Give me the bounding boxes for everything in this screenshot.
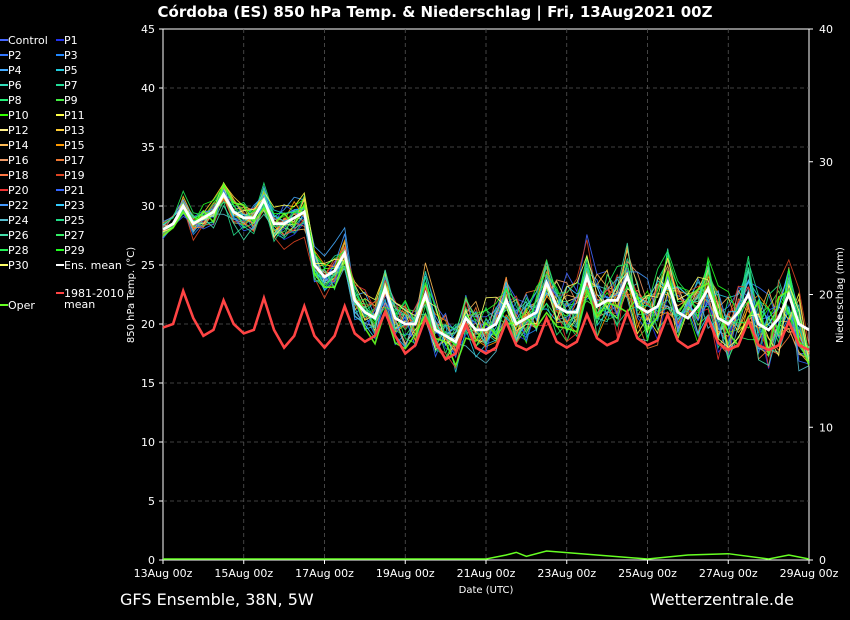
ensemble-mean-line xyxy=(162,191,810,344)
legend-entry: P27 xyxy=(64,229,85,242)
y-axis-label-left: 850 hPa Temp. (°C) xyxy=(126,247,137,343)
legend-entry: P14 xyxy=(8,139,29,152)
member-line-p29 xyxy=(163,185,810,349)
x-axis: 13Aug 00z 15Aug 00z 17Aug 00z 19Aug 00z 21Au… xyxy=(134,560,839,580)
legend-entry: P21 xyxy=(64,184,85,197)
legend-entry: P13 xyxy=(64,124,85,137)
y-right-tick-label: 20 xyxy=(819,289,833,302)
y-tick-label: 45 xyxy=(141,23,155,36)
legend-entry: P3 xyxy=(64,49,78,62)
legend-entry: P6 xyxy=(8,79,22,92)
y-tick-label: 30 xyxy=(141,200,155,213)
legend-entry: P30 xyxy=(8,259,29,272)
y-tick-label: 5 xyxy=(148,495,155,508)
climatology-mean-line xyxy=(162,286,810,362)
x-tick-label: 15Aug 00z xyxy=(214,567,273,580)
y-tick-label: 15 xyxy=(141,377,155,390)
legend-entry: P29 xyxy=(64,244,85,257)
x-tick-label: 13Aug 00z xyxy=(134,567,193,580)
y-right-tick-label: 30 xyxy=(819,156,833,169)
x-tick-label: 21Aug 00z xyxy=(457,567,516,580)
legend-entry: P23 xyxy=(64,199,85,212)
legend-entry: Oper xyxy=(8,299,35,312)
legend-entry: P5 xyxy=(64,64,78,77)
legend-entry: P4 xyxy=(8,64,22,77)
legend: Control P1 P2 P3 P4 P5 P6 P7 P8 P9 P10 P11 P12 P13 P14… xyxy=(0,34,124,312)
legend-entry: P22 xyxy=(8,199,29,212)
y-tick-label: 25 xyxy=(141,259,155,272)
member-line-p25 xyxy=(162,200,810,362)
y-tick-label: 40 xyxy=(141,82,155,95)
legend-entry: mean xyxy=(64,298,95,311)
y-tick-label: 10 xyxy=(141,436,155,449)
legend-entry: P10 xyxy=(8,109,29,122)
legend-entry: P17 xyxy=(64,154,85,167)
legend-entry: P26 xyxy=(8,229,29,242)
legend-entry: P12 xyxy=(8,124,29,137)
x-tick-label: 29Aug 00z xyxy=(780,567,839,580)
legend-entry: P8 xyxy=(8,94,22,107)
grid xyxy=(163,29,809,560)
y-right-tick-label: 10 xyxy=(819,421,833,434)
legend-entry: P2 xyxy=(8,49,22,62)
footer-source: GFS Ensemble, 38N, 5W xyxy=(120,590,314,609)
legend-entry: P19 xyxy=(64,169,85,182)
x-tick-label: 23Aug 00z xyxy=(537,567,596,580)
x-tick-label: 25Aug 00z xyxy=(618,567,677,580)
legend-entry: P9 xyxy=(64,94,78,107)
x-axis-label: Date (UTC) xyxy=(459,585,514,596)
legend-entry: P11 xyxy=(64,109,85,122)
main-series xyxy=(162,191,810,560)
legend-entry: P20 xyxy=(8,184,29,197)
legend-entry: Ens. mean xyxy=(64,259,122,272)
y-tick-label: 0 xyxy=(148,554,155,567)
legend-entry: P1 xyxy=(64,34,78,47)
legend-entry: Control xyxy=(8,34,48,47)
footer-brand: Wetterzentrale.de xyxy=(650,590,794,609)
legend-entry: P28 xyxy=(8,244,29,257)
y-axis-left: 0 5 10 15 20 25 30 35 40 45 xyxy=(141,23,163,567)
y-right-tick-label: 0 xyxy=(819,554,826,567)
y-tick-label: 20 xyxy=(141,318,155,331)
x-tick-label: 19Aug 00z xyxy=(376,567,435,580)
y-axis-label-right: Niederschlag (mm) xyxy=(835,247,846,343)
legend-entry: P15 xyxy=(64,139,85,152)
member-line-p30 xyxy=(162,196,810,361)
y-right-tick-label: 40 xyxy=(819,23,833,36)
legend-entry: P16 xyxy=(8,154,29,167)
legend-entry: P25 xyxy=(64,214,85,227)
y-tick-label: 35 xyxy=(141,141,155,154)
legend-entry: P18 xyxy=(8,169,29,182)
legend-entry: P7 xyxy=(64,79,78,92)
x-tick-label: 17Aug 00z xyxy=(295,567,354,580)
chart-title: Córdoba (ES) 850 hPa Temp. & Niederschla… xyxy=(158,3,713,22)
legend-entry: 1981-2010 xyxy=(64,287,124,300)
legend-entry: P24 xyxy=(8,214,29,227)
member-line-p23 xyxy=(162,192,810,358)
precipitation-line xyxy=(163,550,810,560)
y-axis-right: 0 10 20 30 40 xyxy=(809,23,833,567)
x-tick-label: 27Aug 00z xyxy=(699,567,758,580)
